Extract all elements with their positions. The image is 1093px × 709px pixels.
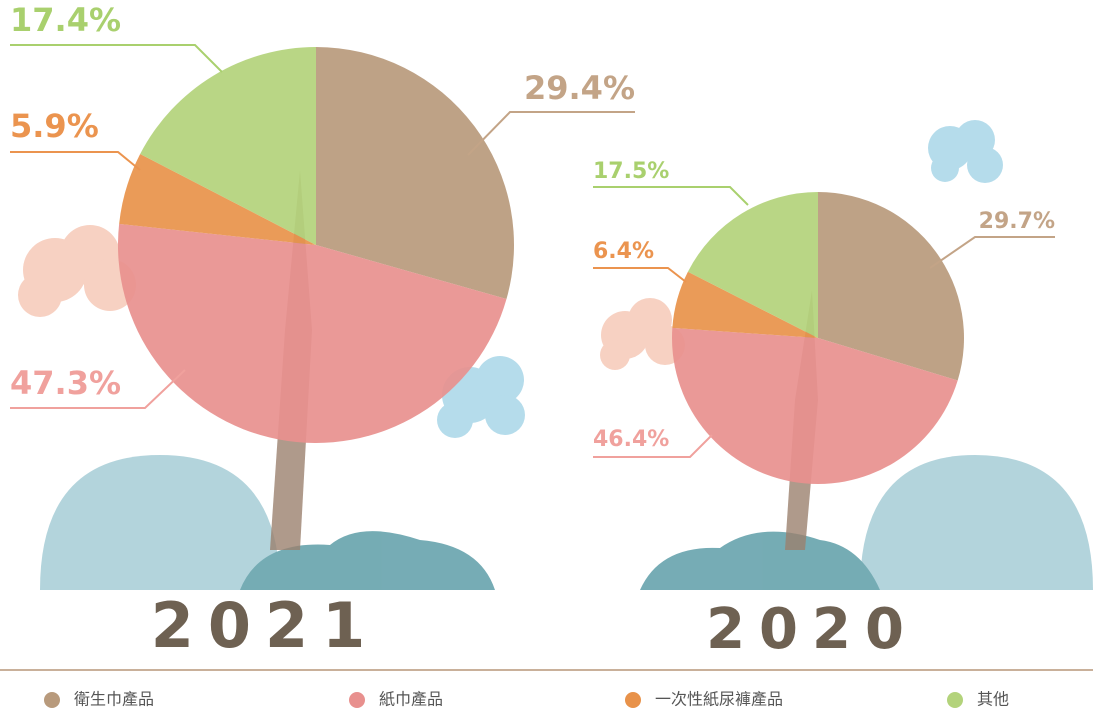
leader-line	[10, 44, 223, 73]
leader-line	[10, 151, 141, 171]
legend-swatch	[625, 692, 641, 708]
data-label: 46.4%	[593, 427, 669, 452]
data-label: 17.5%	[593, 159, 669, 184]
legend-label: 衛生巾產品	[74, 690, 154, 709]
legend-swatch	[947, 692, 963, 708]
legend-label: 紙巾產品	[379, 690, 443, 709]
year-title: 2020	[706, 597, 918, 662]
data-label: 29.7%	[979, 209, 1055, 234]
leader-line	[10, 369, 186, 409]
data-label: 17.4%	[10, 1, 121, 39]
pie-slice	[672, 271, 818, 338]
leader-line	[593, 267, 687, 283]
pie-slice	[818, 192, 964, 381]
legend-label: 一次性紙尿褲產品	[655, 690, 783, 709]
pie-slice	[119, 154, 316, 245]
leader-line	[593, 434, 713, 458]
data-label: 5.9%	[10, 107, 99, 145]
data-label: 29.4%	[524, 69, 635, 107]
data-label: 47.3%	[10, 364, 121, 402]
legend-swatch	[349, 692, 365, 708]
pies	[117, 47, 964, 484]
legend-label: 其他	[977, 690, 1009, 709]
pie-slice	[140, 47, 316, 245]
pie-slice	[316, 47, 514, 300]
leader-line	[467, 111, 635, 156]
leader-line	[593, 186, 749, 206]
pie-slice	[672, 327, 958, 484]
legend-swatch	[44, 692, 60, 708]
leader-line	[929, 236, 1055, 269]
year-title: 2021	[151, 589, 380, 662]
data-label: 6.4%	[593, 239, 654, 264]
pie-slice	[687, 192, 818, 338]
pie-slice	[117, 223, 507, 443]
